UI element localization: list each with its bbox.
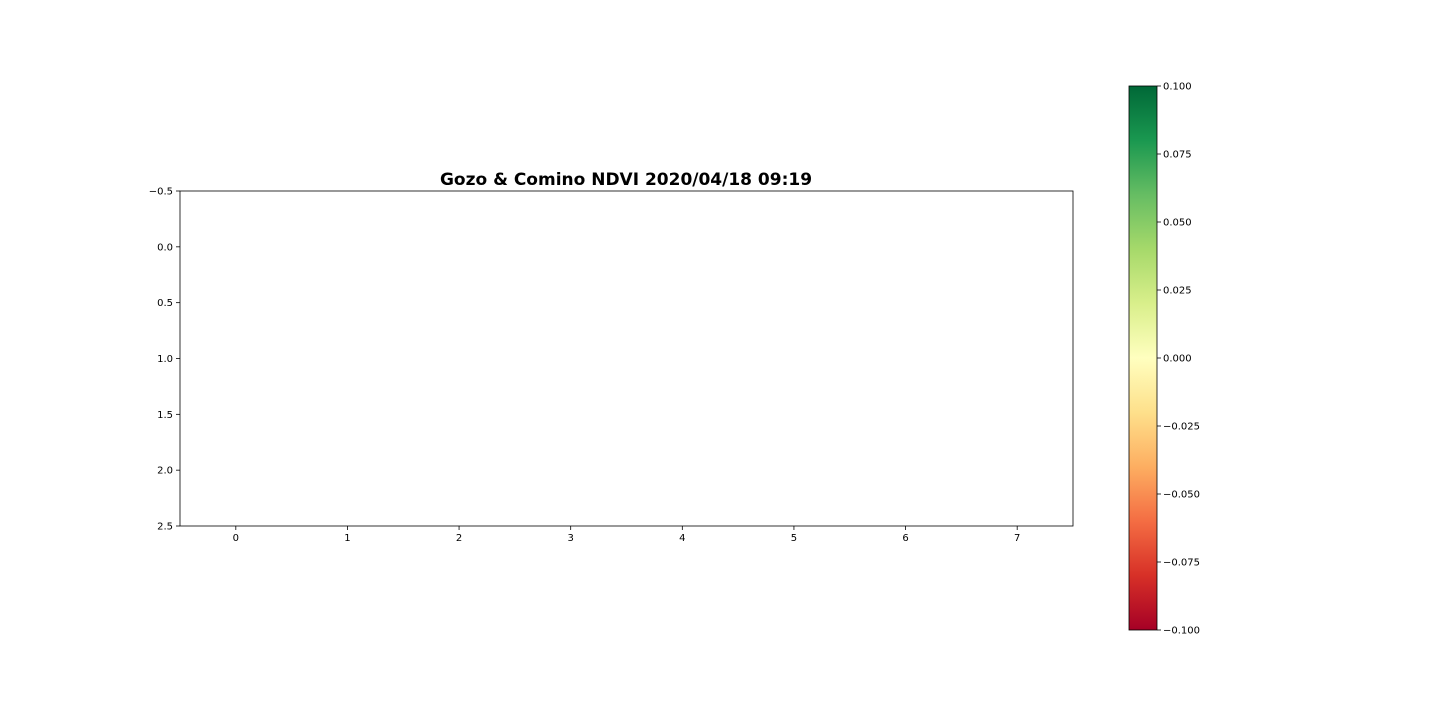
x-tick-label: 3	[568, 533, 574, 544]
chart-title: Gozo & Comino NDVI 2020/04/18 09:19	[440, 170, 812, 190]
y-tick-label: 0.5	[157, 298, 173, 309]
x-tick-label: 6	[902, 533, 908, 544]
y-tick-label: 1.5	[157, 410, 173, 421]
colorbar-tick-label: 0.050	[1163, 218, 1192, 229]
x-tick-label: 7	[1014, 533, 1020, 544]
y-tick-label: −0.5	[149, 187, 173, 198]
colorbar-tick-label: 0.075	[1163, 150, 1192, 161]
colorbar-tick-label: 0.000	[1163, 354, 1192, 365]
colorbar-tick-label: −0.075	[1163, 558, 1200, 569]
colorbar-tick-label: 0.100	[1163, 82, 1192, 93]
colorbar-gradient	[1129, 86, 1157, 630]
x-tick-label: 2	[456, 533, 462, 544]
y-tick-label: 0.0	[157, 242, 173, 253]
plot-area: 0 1 2 3 4 5 6 7 −0.5 0.0 0.5 1.0 1.5 2.0 2.5	[149, 187, 1074, 544]
x-tick-label: 0	[233, 533, 239, 544]
y-tick-label: 1.0	[157, 354, 173, 365]
colorbar-tick-label: 0.025	[1163, 286, 1192, 297]
colorbar-tick-label: −0.025	[1163, 422, 1200, 433]
x-tick-label: 5	[791, 533, 797, 544]
y-tick-label: 2.0	[157, 466, 173, 477]
colorbar: 0.100 0.075 0.050 0.025 0.000 −0.025 −0.050 −0.…	[1128, 82, 1200, 637]
colorbar-tick-label: −0.100	[1163, 626, 1200, 637]
plot-background	[180, 191, 1073, 526]
y-tick-label: 2.5	[157, 522, 173, 533]
x-tick-label: 4	[679, 533, 685, 544]
x-tick-label: 1	[344, 533, 350, 544]
colorbar-tick-label: −0.050	[1163, 490, 1200, 501]
